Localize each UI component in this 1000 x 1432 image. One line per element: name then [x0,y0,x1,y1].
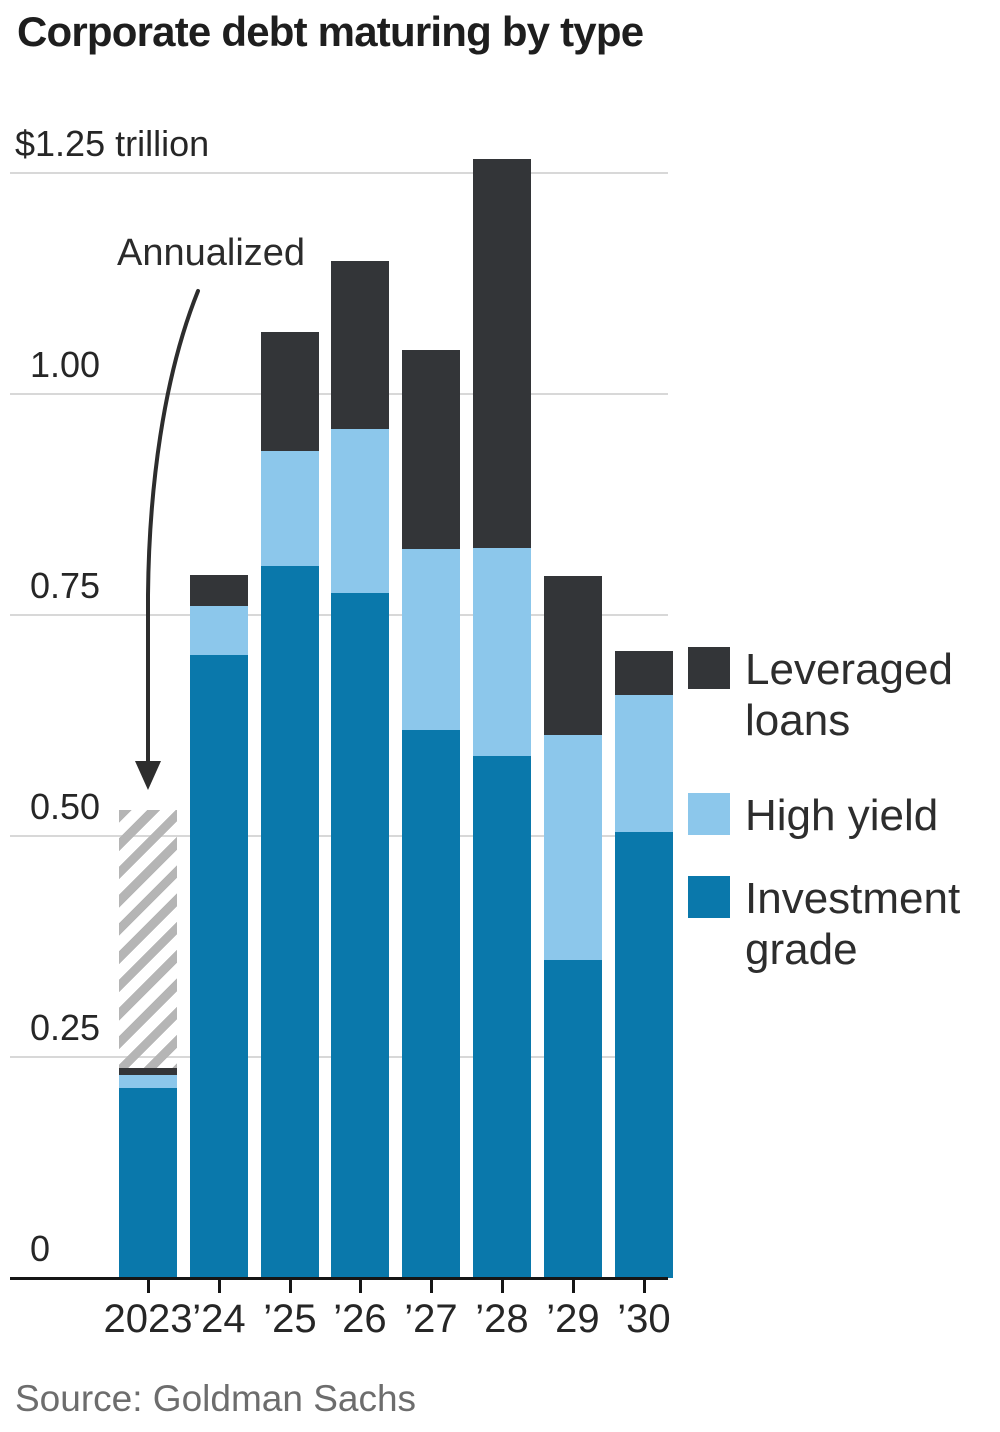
bar-2023-high-yield [119,1075,177,1088]
legend-label: Investment grade [745,874,961,974]
bar-’27-investment-grade [402,730,460,1278]
x-tick-’27 [430,1280,433,1293]
y-axis-label-0.25: 0.25 [30,1007,101,1048]
x-axis-line [10,1277,668,1280]
x-tick-’25 [289,1280,292,1293]
legend-swatch-leveraged-loans [688,647,730,689]
source-label: Source: Goldman Sachs [15,1378,417,1419]
x-axis-label-’29: ’29 [546,1297,600,1341]
bar-’30-high-yield [615,695,673,832]
bar-’26-high-yield [331,429,389,593]
x-axis-label-’24: ’24 [192,1297,246,1341]
x-axis-label-’28: ’28 [475,1297,529,1341]
y-axis-label-0: 0 [30,1228,51,1269]
bar-’28-investment-grade [473,756,531,1278]
x-axis-label-’26: ’26 [333,1297,387,1341]
bar-2023-leveraged-loans [119,1068,177,1075]
annualized-annotation: Annualized [117,232,306,274]
legend-label: High yield [745,791,939,840]
bar-’29-high-yield [544,735,602,960]
bar-’29-leveraged-loans [544,576,602,735]
bar-’27-high-yield [402,549,460,730]
x-tick-’26 [359,1280,362,1293]
bar-’29-investment-grade [544,960,602,1278]
x-axis-label-’27: ’27 [404,1297,458,1341]
y-axis-label-0.75: 0.75 [30,565,101,606]
y-axis-label-1.00: 1.00 [30,344,101,385]
bar-’24-high-yield [190,606,248,655]
bar-’25-high-yield [261,451,319,566]
bar-’27-leveraged-loans [402,350,460,549]
legend-label: Leveraged loans [745,645,953,745]
x-tick-’24 [218,1280,221,1293]
bar-’25-leveraged-loans [261,332,319,451]
bar-’26-investment-grade [331,593,389,1278]
x-tick-’29 [572,1280,575,1293]
legend-swatch-high-yield [688,793,730,835]
legend: Leveraged loans High yield Investment grad… [688,0,998,1432]
bar-’25-investment-grade [261,566,319,1278]
bar-’28-leveraged-loans [473,159,531,548]
legend-swatch-investment-grade [688,876,730,918]
bar-’30-leveraged-loans [615,651,673,695]
x-tick-’28 [501,1280,504,1293]
x-axis-label-’30: ’30 [617,1297,671,1341]
x-axis-label-’25: ’25 [263,1297,317,1341]
bar-’24-investment-grade [190,655,248,1278]
y-axis-label-$1.25 trillion: $1.25 trillion [15,123,210,164]
x-tick-’30 [643,1280,646,1293]
y-axis-label-0.50: 0.50 [30,786,101,827]
gridline-$1.25 trillion [10,172,668,174]
x-axis-label-2023: 2023 [103,1297,193,1341]
bar-2023-annualized-projection [119,810,177,1068]
chart-title: Corporate debt maturing by type [17,8,644,55]
bar-2023-investment-grade [119,1088,177,1278]
bar-’26-leveraged-loans [331,261,389,429]
bar-’28-high-yield [473,548,531,756]
x-tick-2023 [147,1280,150,1293]
bar-’24-leveraged-loans [190,575,248,606]
bar-’30-investment-grade [615,832,673,1278]
